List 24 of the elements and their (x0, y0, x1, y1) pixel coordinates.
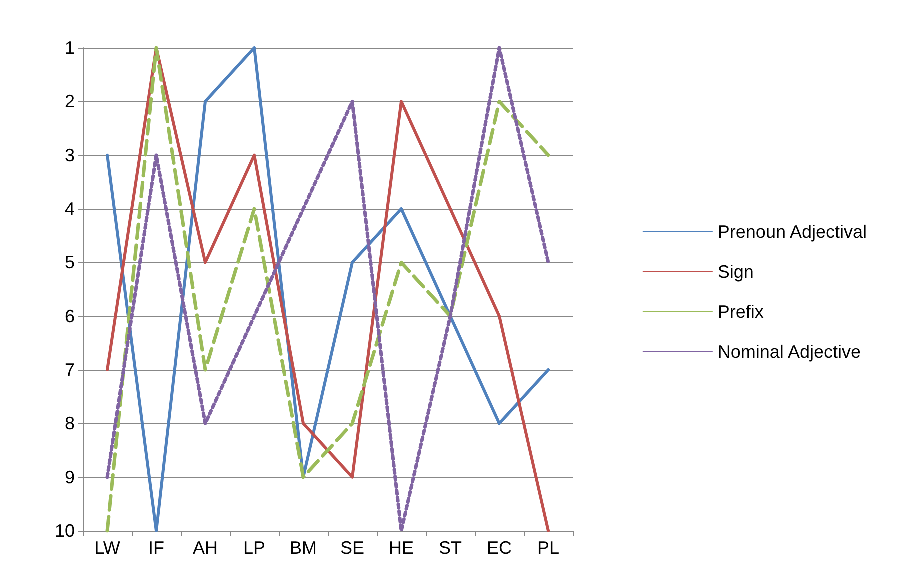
x-tick-label: LW (94, 538, 120, 558)
y-tick-label: 3 (64, 145, 75, 166)
legend-label: Sign (718, 262, 754, 282)
x-tick-label: SE (340, 538, 365, 558)
y-tick-label: 1 (64, 38, 75, 58)
y-tick-label: 2 (64, 92, 75, 112)
legend-label: Prefix (718, 302, 764, 322)
x-tick-label: IF (148, 538, 164, 558)
x-tick-label: ST (438, 538, 462, 558)
y-tick-label: 5 (64, 252, 75, 273)
legend-label: Prenoun Adjectival (718, 222, 868, 242)
y-tick-label: 10 (54, 521, 75, 541)
y-tick-label: 7 (64, 360, 75, 380)
y-tick-label: 6 (64, 306, 75, 326)
y-tick-label: 4 (64, 199, 75, 219)
x-tick-label: AH (192, 538, 218, 558)
y-tick-label: 8 (64, 414, 75, 434)
legend-label: Nominal Adjective (718, 342, 861, 362)
x-tick-label: PL (537, 538, 560, 558)
x-tick-label: BM (290, 538, 317, 558)
x-tick-label: LP (243, 538, 266, 558)
x-tick-label: HE (388, 538, 414, 558)
x-tick-label: EC (486, 538, 512, 558)
y-tick-label: 9 (64, 467, 75, 488)
